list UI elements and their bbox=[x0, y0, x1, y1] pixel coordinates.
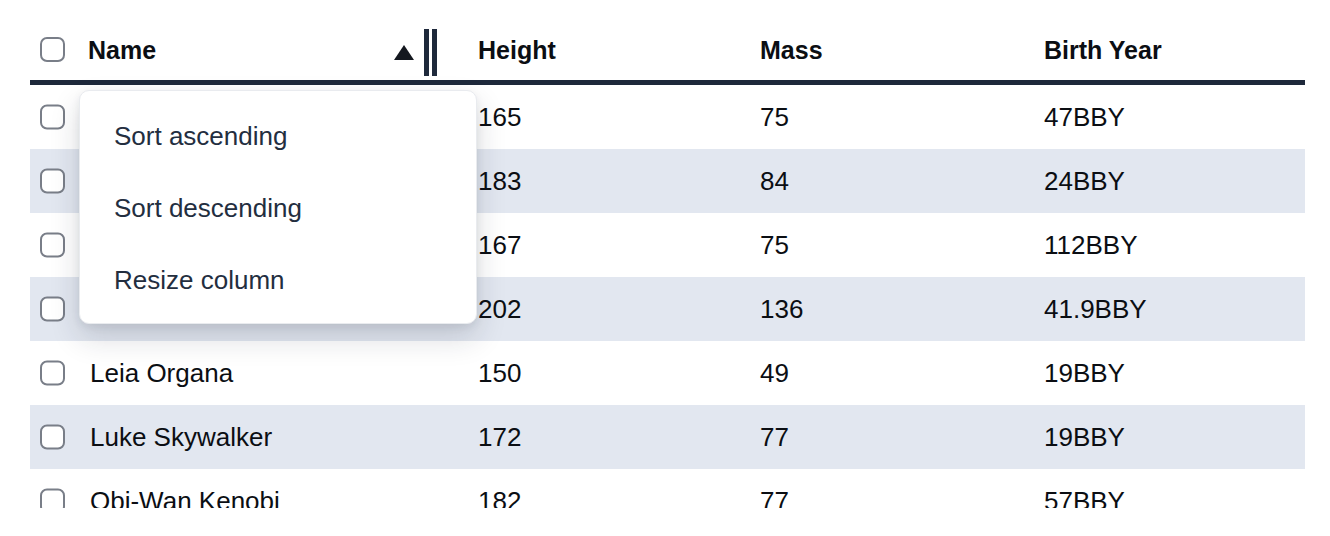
height-cell: 150 bbox=[478, 358, 521, 389]
mass-cell: 75 bbox=[760, 102, 789, 133]
row-checkbox[interactable] bbox=[40, 169, 65, 194]
birth-year-cell: 19BBY bbox=[1044, 422, 1125, 453]
mass-cell: 49 bbox=[760, 358, 789, 389]
data-table: Name Height Mass Birth Year 165 75 47BBY… bbox=[0, 0, 1330, 536]
table-header-row: Name Height Mass Birth Year bbox=[30, 0, 1305, 85]
sort-ascending-icon bbox=[394, 45, 414, 60]
row-checkbox[interactable] bbox=[40, 233, 65, 258]
table-row: Leia Organa 150 49 19BBY bbox=[30, 341, 1305, 405]
height-cell: 167 bbox=[478, 230, 521, 261]
row-checkbox[interactable] bbox=[40, 105, 65, 130]
name-cell: Leia Organa bbox=[90, 358, 233, 389]
menu-item-sort-ascending[interactable]: Sort ascending bbox=[80, 100, 476, 172]
mass-cell: 77 bbox=[760, 422, 789, 453]
mass-cell: 77 bbox=[760, 486, 789, 509]
height-cell: 165 bbox=[478, 102, 521, 133]
resize-bar-icon bbox=[432, 29, 437, 76]
mass-cell: 84 bbox=[760, 166, 789, 197]
height-cell: 172 bbox=[478, 422, 521, 453]
column-menu: Sort ascending Sort descending Resize co… bbox=[79, 90, 477, 324]
column-header-height[interactable]: Height bbox=[478, 36, 556, 65]
row-checkbox[interactable] bbox=[40, 361, 65, 386]
birth-year-cell: 41.9BBY bbox=[1044, 294, 1147, 325]
name-cell: Obi-Wan Kenobi bbox=[90, 486, 280, 509]
row-checkbox[interactable] bbox=[40, 489, 65, 509]
mass-cell: 136 bbox=[760, 294, 803, 325]
birth-year-cell: 57BBY bbox=[1044, 486, 1125, 509]
row-checkbox[interactable] bbox=[40, 425, 65, 450]
table-row: Obi-Wan Kenobi 182 77 57BBY bbox=[30, 469, 1305, 508]
resize-bar-icon bbox=[424, 29, 429, 76]
birth-year-cell: 24BBY bbox=[1044, 166, 1125, 197]
birth-year-cell: 19BBY bbox=[1044, 358, 1125, 389]
height-cell: 182 bbox=[478, 486, 521, 509]
column-header-birth-year[interactable]: Birth Year bbox=[1044, 36, 1162, 65]
birth-year-cell: 112BBY bbox=[1044, 230, 1137, 261]
menu-item-resize-column[interactable]: Resize column bbox=[80, 244, 476, 316]
column-header-name[interactable]: Name bbox=[88, 36, 156, 65]
row-checkbox[interactable] bbox=[40, 297, 65, 322]
menu-item-sort-descending[interactable]: Sort descending bbox=[80, 172, 476, 244]
column-resize-handle[interactable] bbox=[424, 29, 437, 76]
column-header-mass[interactable]: Mass bbox=[760, 36, 823, 65]
birth-year-cell: 47BBY bbox=[1044, 102, 1125, 133]
select-all-checkbox[interactable] bbox=[40, 37, 65, 62]
height-cell: 202 bbox=[478, 294, 521, 325]
name-cell: Luke Skywalker bbox=[90, 422, 272, 453]
height-cell: 183 bbox=[478, 166, 521, 197]
table-row: Luke Skywalker 172 77 19BBY bbox=[30, 405, 1305, 469]
mass-cell: 75 bbox=[760, 230, 789, 261]
